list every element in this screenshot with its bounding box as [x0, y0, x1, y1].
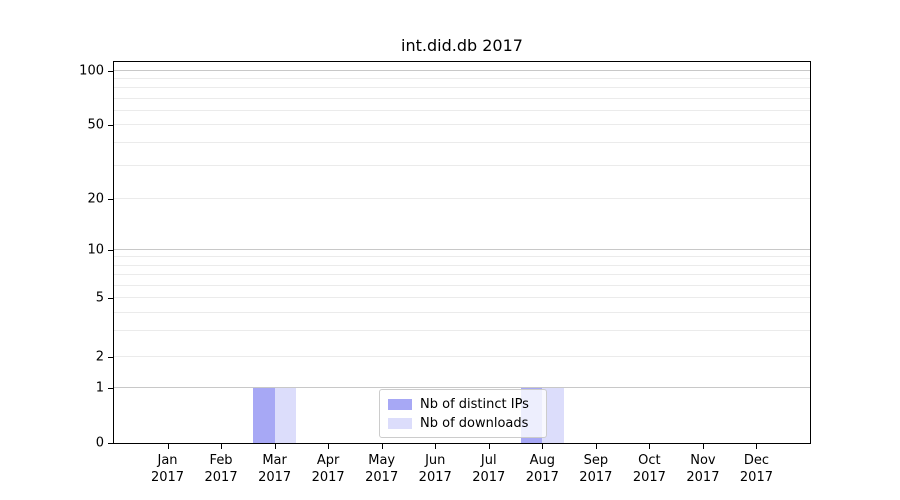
y-tick-label-50: 50 — [87, 117, 104, 133]
minor-gridline-y9 — [114, 256, 810, 258]
x-tick-mark-apr — [328, 444, 330, 449]
x-tick-mark-oct — [649, 444, 651, 449]
minor-gridline-y60 — [114, 109, 810, 111]
y-tick-mark-50 — [108, 125, 113, 127]
minor-gridline-y7 — [114, 273, 810, 275]
x-tick-label-aug: Aug 2017 — [525, 453, 559, 485]
minor-gridline-y40 — [114, 142, 810, 144]
x-tick-label-mar: Mar 2017 — [258, 453, 292, 485]
x-tick-mark-jan — [167, 444, 169, 449]
x-tick-label-jan: Jan 2017 — [150, 453, 185, 485]
x-tick-mark-sep — [595, 444, 597, 449]
major-gridline-y1 — [114, 387, 810, 389]
legend-label-distinct-ips: Nb of distinct IPs — [420, 396, 529, 412]
x-tick-mark-jun — [435, 444, 437, 449]
legend: Nb of distinct IPs Nb of downloads — [379, 389, 547, 438]
x-tick-label-oct: Oct 2017 — [632, 453, 666, 485]
minor-gridline-y5 — [114, 297, 810, 299]
x-tick-mark-mar — [274, 444, 276, 449]
y-tick-mark-10 — [108, 249, 113, 251]
x-tick-label-jun: Jun 2017 — [418, 453, 452, 485]
minor-gridline-y50 — [114, 124, 810, 126]
bar-mar-distinct-ips — [253, 388, 275, 443]
minor-gridline-y3 — [114, 330, 810, 332]
minor-gridline-y90 — [114, 78, 810, 80]
major-gridline-y10 — [114, 249, 810, 250]
y-tick-mark-100 — [108, 70, 113, 72]
y-tick-label-0: 0 — [95, 435, 104, 451]
x-tick-label-apr: Apr 2017 — [311, 453, 345, 485]
legend-swatch-distinct-ips — [388, 398, 412, 410]
y-tick-label-100: 100 — [79, 63, 104, 79]
x-tick-label-nov: Nov 2017 — [686, 453, 720, 485]
legend-label-downloads: Nb of downloads — [420, 415, 529, 431]
minor-gridline-y2 — [114, 356, 810, 358]
x-tick-label-jul: Jul 2017 — [472, 453, 506, 485]
minor-gridline-y4 — [114, 311, 810, 313]
minor-gridline-y30 — [114, 165, 810, 167]
legend-item-distinct-ips: Nb of distinct IPs — [388, 397, 538, 412]
bar-aug-downloads — [542, 388, 564, 443]
y-tick-mark-0 — [108, 443, 113, 444]
x-tick-mark-feb — [221, 444, 223, 449]
y-tick-label-1: 1 — [95, 380, 104, 396]
minor-gridline-y20 — [114, 198, 810, 200]
minor-gridline-y70 — [114, 97, 810, 99]
x-tick-mark-may — [381, 444, 383, 449]
legend-item-downloads: Nb of downloads — [388, 416, 538, 431]
x-tick-label-dec: Dec 2017 — [739, 453, 773, 485]
x-tick-label-sep: Sep 2017 — [579, 453, 613, 485]
y-tick-label-10: 10 — [87, 242, 104, 258]
minor-gridline-y80 — [114, 87, 810, 89]
legend-swatch-downloads — [388, 417, 412, 429]
x-tick-mark-dec — [756, 444, 758, 449]
bar-mar-downloads — [274, 388, 297, 443]
y-tick-mark-5 — [108, 298, 113, 300]
chart-title: int.did.db 2017 — [401, 36, 523, 55]
minor-gridline-y8 — [114, 264, 810, 266]
y-tick-mark-1 — [108, 388, 113, 390]
minor-gridline-y6 — [114, 284, 810, 286]
x-tick-label-feb: Feb 2017 — [204, 453, 238, 485]
x-tick-mark-aug — [542, 444, 544, 449]
x-tick-mark-jul — [488, 444, 490, 449]
plot-area — [114, 62, 810, 443]
y-tick-label-2: 2 — [95, 349, 104, 365]
y-tick-label-5: 5 — [95, 290, 104, 306]
major-gridline-y100 — [114, 69, 810, 71]
y-tick-mark-20 — [108, 199, 113, 200]
y-tick-mark-2 — [108, 357, 113, 359]
y-tick-label-20: 20 — [87, 191, 104, 207]
x-tick-label-may: May 2017 — [365, 453, 399, 485]
x-tick-mark-nov — [702, 444, 704, 449]
